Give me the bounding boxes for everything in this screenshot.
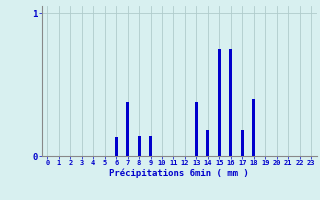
- Bar: [126, 102, 129, 156]
- X-axis label: Précipitations 6min ( mm ): Précipitations 6min ( mm ): [109, 169, 249, 178]
- Bar: [218, 49, 221, 156]
- Bar: [138, 136, 140, 156]
- Bar: [229, 49, 232, 156]
- Bar: [241, 130, 244, 156]
- Bar: [252, 99, 255, 156]
- Bar: [115, 137, 117, 156]
- Bar: [149, 136, 152, 156]
- Bar: [195, 102, 198, 156]
- Bar: [206, 130, 209, 156]
